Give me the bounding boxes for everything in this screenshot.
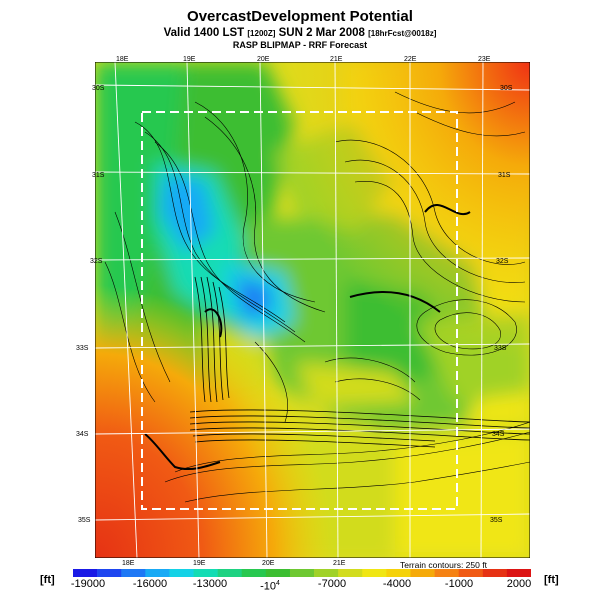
colorbar-tick-label: -19000 — [70, 578, 106, 590]
left-lat-label: 30S — [92, 85, 105, 92]
colorbar-cell — [314, 569, 339, 577]
colorbar-tick-label: -1000 — [444, 578, 474, 590]
colorbar-tick-label-exponent: -104 — [260, 580, 280, 593]
colorbar-cell — [265, 569, 291, 577]
colorbar-unit-right: [ft] — [544, 574, 559, 586]
colorbar-tick-exponent: 4 — [276, 580, 280, 587]
escarpment-band — [189, 276, 530, 448]
top-lon-label: 18E — [116, 56, 129, 63]
colorbar-cell — [217, 569, 243, 577]
right-lat-label: 34S — [492, 431, 505, 438]
forecast-hours: [18hrFcst@0018z] — [368, 29, 437, 38]
colorbar-tick-label: -4000 — [382, 578, 412, 590]
left-lat-label: 35S — [78, 517, 91, 524]
valid-time: Valid 1400 LST — [163, 27, 245, 39]
valid-utc: [1200Z] — [247, 29, 276, 38]
colorbar-cell — [193, 569, 218, 577]
top-lon-label: 20E — [257, 56, 270, 63]
left-lat-label: 32S — [90, 258, 103, 265]
colorbar-cell — [241, 569, 267, 577]
top-lon-label: 21E — [330, 56, 343, 63]
colorbar-tick-label: -13000 — [192, 578, 228, 590]
right-lat-label: 31S — [498, 172, 511, 179]
top-lon-label: 19E — [183, 56, 196, 63]
colorbar-cell — [386, 569, 411, 577]
right-lat-label: 30S — [500, 85, 513, 92]
valid-time-line: Valid 1400 LST [1200Z] SUN 2 Mar 2008 [1… — [0, 27, 600, 39]
colorbar-tick-label: -16000 — [132, 578, 168, 590]
page-subtitle: RASP BLIPMAP - RRF Forecast — [232, 40, 368, 50]
colorbar-cell — [338, 569, 363, 577]
top-lon-label: 23E — [478, 56, 491, 63]
colorbar-cell — [362, 569, 387, 577]
terrain-contour-note: Terrain contours: 250 ft — [400, 560, 487, 570]
colorbar-cell — [482, 569, 508, 577]
colorbar-cell — [410, 569, 435, 577]
colorbar-unit-left: [ft] — [40, 574, 55, 586]
colorbar-cell — [434, 569, 459, 577]
colorbar — [73, 569, 531, 577]
colorbar-cell — [145, 569, 170, 577]
colorbar-cell — [458, 569, 484, 577]
colorbar-cell — [289, 569, 315, 577]
page-title: OvercastDevelopment Potential — [187, 8, 413, 25]
bottom-lon-label: 20E — [262, 560, 275, 567]
top-lon-label: 22E — [404, 56, 417, 63]
bottom-lon-label: 19E — [193, 560, 206, 567]
colorbar-cell — [169, 569, 194, 577]
colorbar-cell — [121, 569, 146, 577]
left-lat-label: 34S — [76, 431, 89, 438]
colorbar-tick-label: -7000 — [317, 578, 347, 590]
inner-domain-box — [141, 111, 458, 510]
bottom-lon-label: 21E — [333, 560, 346, 567]
colorbar-tick-base: -10 — [260, 580, 276, 593]
left-lat-label: 33S — [76, 345, 89, 352]
bottom-lon-label: 18E — [122, 560, 135, 567]
valid-date: SUN 2 Mar 2008 — [278, 27, 365, 39]
colorbar-cell — [97, 569, 122, 577]
field-hot-southwest — [95, 62, 530, 558]
right-lat-label: 35S — [490, 517, 503, 524]
left-lat-label: 31S — [92, 172, 105, 179]
right-lat-label: 32S — [496, 258, 509, 265]
colorbar-tick-label: 2000 — [506, 578, 532, 590]
colorbar-cell — [506, 569, 531, 577]
colorbar-cell — [73, 569, 98, 577]
right-lat-label: 33S — [494, 345, 507, 352]
forecast-map — [95, 62, 530, 558]
coastline — [144, 204, 471, 471]
